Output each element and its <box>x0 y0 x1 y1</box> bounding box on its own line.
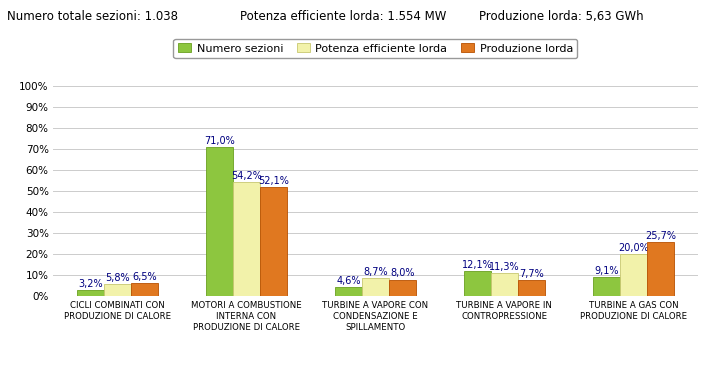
Text: 52,1%: 52,1% <box>258 176 289 186</box>
Bar <box>464 271 491 296</box>
Bar <box>335 287 362 296</box>
Text: 9,1%: 9,1% <box>594 266 618 276</box>
Text: 11,3%: 11,3% <box>489 262 520 271</box>
Text: 71,0%: 71,0% <box>204 136 235 146</box>
Bar <box>131 283 158 296</box>
Text: 3,2%: 3,2% <box>78 278 103 289</box>
Text: 8,0%: 8,0% <box>391 268 415 278</box>
Bar <box>362 278 389 296</box>
Text: 5,8%: 5,8% <box>105 273 130 283</box>
Bar <box>233 182 260 296</box>
Bar <box>104 284 131 296</box>
Text: 25,7%: 25,7% <box>645 231 676 241</box>
Bar <box>647 242 674 296</box>
Bar <box>518 280 545 296</box>
Bar <box>389 280 416 296</box>
Bar <box>77 290 104 296</box>
Text: Produzione lorda: 5,63 GWh: Produzione lorda: 5,63 GWh <box>479 10 644 23</box>
Text: 7,7%: 7,7% <box>519 269 544 279</box>
Text: Potenza efficiente lorda: 1.554 MW: Potenza efficiente lorda: 1.554 MW <box>240 10 446 23</box>
Bar <box>593 277 620 296</box>
Text: 12,1%: 12,1% <box>462 260 493 270</box>
Text: 20,0%: 20,0% <box>618 243 649 253</box>
Text: 54,2%: 54,2% <box>231 171 262 181</box>
Bar <box>620 254 647 296</box>
Bar <box>260 187 287 296</box>
Text: 4,6%: 4,6% <box>336 276 360 285</box>
Bar <box>206 147 233 296</box>
Text: 8,7%: 8,7% <box>363 267 388 277</box>
Text: Numero totale sezioni: 1.038: Numero totale sezioni: 1.038 <box>7 10 178 23</box>
Bar <box>491 273 518 296</box>
Legend: Numero sezioni, Potenza efficiente lorda, Produzione lorda: Numero sezioni, Potenza efficiente lorda… <box>173 39 577 58</box>
Text: 6,5%: 6,5% <box>132 272 157 282</box>
